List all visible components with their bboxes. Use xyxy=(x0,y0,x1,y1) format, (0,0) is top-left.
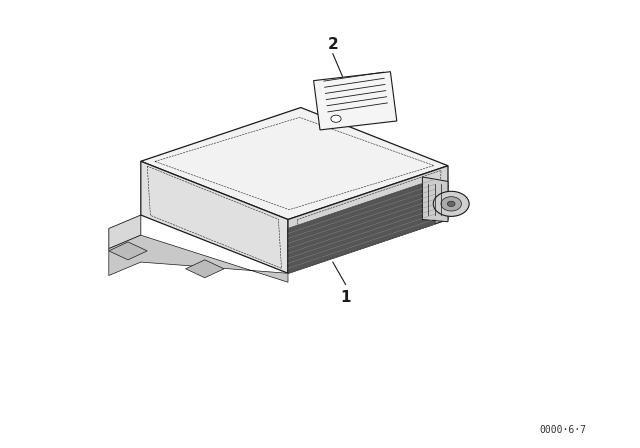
Circle shape xyxy=(447,201,455,207)
Circle shape xyxy=(441,197,461,211)
Polygon shape xyxy=(288,166,448,273)
Circle shape xyxy=(433,191,469,216)
Text: 2: 2 xyxy=(328,37,338,52)
Polygon shape xyxy=(109,235,288,282)
Polygon shape xyxy=(186,260,224,278)
Polygon shape xyxy=(141,108,448,220)
Polygon shape xyxy=(288,179,435,273)
Text: 0000·6·7: 0000·6·7 xyxy=(540,425,587,435)
Polygon shape xyxy=(109,242,147,260)
Circle shape xyxy=(331,115,341,122)
Polygon shape xyxy=(422,177,448,222)
Polygon shape xyxy=(141,161,288,273)
Polygon shape xyxy=(314,72,397,130)
Polygon shape xyxy=(109,215,141,249)
Text: 1: 1 xyxy=(340,290,351,306)
